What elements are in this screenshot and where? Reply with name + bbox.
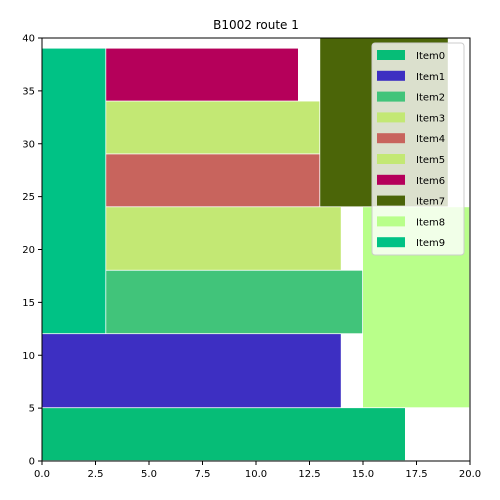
x-tick-label: 12.5 <box>298 469 320 480</box>
legend-swatch <box>377 216 405 227</box>
legend-label: Item1 <box>416 72 445 83</box>
chart-title: B1002 route 1 <box>213 18 299 32</box>
rect-item2 <box>106 270 363 334</box>
y-tick-label: 20 <box>22 245 35 256</box>
y-tick-label: 30 <box>22 139 35 150</box>
legend-label: Item7 <box>416 197 445 208</box>
legend-swatch <box>377 174 405 185</box>
x-tick-label: 5.0 <box>141 469 157 480</box>
legend-swatch <box>377 195 405 206</box>
rect-item4 <box>106 154 320 207</box>
y-tick-label: 35 <box>22 86 35 97</box>
y-tick-label: 40 <box>22 34 35 45</box>
y-tick-label: 5 <box>29 404 35 415</box>
legend-label: Item4 <box>416 134 445 145</box>
legend-swatch <box>377 133 405 144</box>
rect-item1 <box>42 334 341 408</box>
legend-label: Item3 <box>416 113 445 124</box>
rect-item9 <box>42 48 106 334</box>
x-tick-label: 15.0 <box>352 469 374 480</box>
rect-item6 <box>106 48 298 101</box>
rect-item3 <box>106 207 341 270</box>
rect-item0 <box>42 408 405 461</box>
x-tick-label: 20.0 <box>459 469 481 480</box>
legend-label: Item6 <box>416 176 445 187</box>
y-tick-label: 15 <box>22 298 35 309</box>
legend-label: Item2 <box>416 93 445 104</box>
legend-swatch <box>377 50 405 60</box>
y-tick-label: 10 <box>22 351 35 362</box>
legend-swatch <box>377 154 405 164</box>
x-axis: 0.0 2.5 5.0 7.5 10.0 12.5 15.0 17.5 20.0 <box>34 461 481 480</box>
x-tick-label: 0.0 <box>34 469 50 480</box>
legend-swatch <box>377 70 405 81</box>
legend-label: Item9 <box>416 238 445 249</box>
legend-swatch <box>377 237 405 248</box>
legend-swatch <box>377 91 405 102</box>
y-tick-label: 25 <box>22 192 35 203</box>
y-axis: 0 5 10 15 20 25 30 35 40 <box>22 34 42 468</box>
rect-item5 <box>106 101 320 154</box>
x-tick-label: 2.5 <box>88 469 104 480</box>
legend-swatch <box>377 112 405 123</box>
legend-label: Item8 <box>416 217 445 228</box>
legend: Item0 Item1 Item2 Item3 Item4 Item5 Item6 Item7… <box>371 42 465 256</box>
x-tick-label: 7.5 <box>195 469 211 480</box>
legend-label: Item0 <box>416 51 445 62</box>
x-tick-label: 17.5 <box>405 469 427 480</box>
legend-label: Item5 <box>416 155 445 166</box>
x-tick-label: 10.0 <box>245 469 267 480</box>
y-tick-label: 0 <box>29 457 35 468</box>
